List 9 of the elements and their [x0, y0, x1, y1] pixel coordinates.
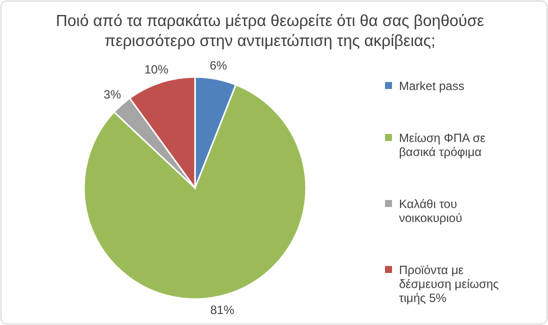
- legend-label: Καλάθι του νοικοκυριού: [399, 197, 462, 225]
- legend-label: Προϊόντα με δέσμευση μείωσης τιμής 5%: [399, 263, 500, 305]
- data-label: 81%: [210, 303, 235, 318]
- data-label: 10%: [144, 62, 169, 76]
- legend-label: Market pass: [399, 79, 464, 93]
- chart-title: Ποιό από τα παρακάτω μέτρα θεωρείτε ότι θα σας βοηθούσε περισσότερο στην αντιμετώπιση της ακρίβειας;: [56, 13, 484, 50]
- data-label: 3%: [104, 87, 122, 102]
- data-label: 6%: [210, 58, 228, 72]
- legend-label: Μείωση ΦΠΑ σε βασικά τρόφιμα: [399, 131, 486, 159]
